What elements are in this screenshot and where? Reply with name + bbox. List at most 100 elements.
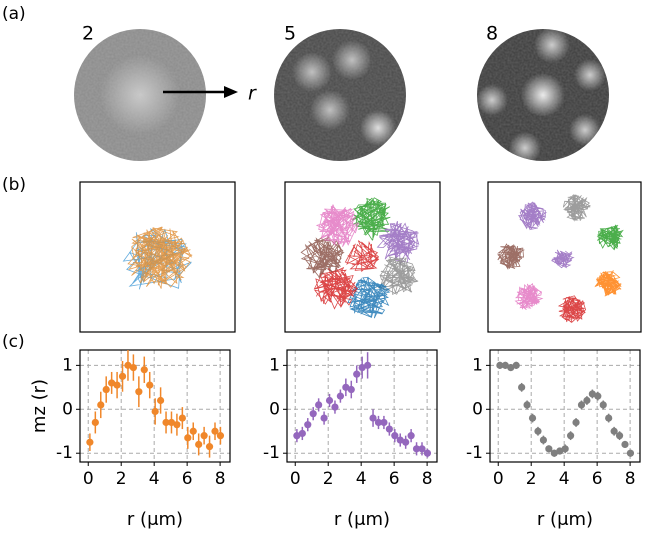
x-axis-label: r (μm) xyxy=(127,509,183,530)
data-point xyxy=(201,432,208,439)
data-point xyxy=(310,410,317,417)
data-point xyxy=(299,430,306,437)
data-point xyxy=(567,432,574,439)
x-tick-label: 0 xyxy=(290,469,301,489)
data-point xyxy=(364,362,371,369)
y-tick-label: 0 xyxy=(62,399,73,419)
x-tick-label: 8 xyxy=(422,469,433,489)
y-tick-label: 1 xyxy=(62,355,73,375)
data-point xyxy=(348,386,355,393)
data-point xyxy=(326,397,333,404)
data-point xyxy=(103,386,110,393)
data-point xyxy=(402,439,409,446)
trajectory xyxy=(498,244,524,269)
data-point xyxy=(621,441,628,448)
data-point xyxy=(157,397,164,404)
data-point xyxy=(97,401,104,408)
data-point xyxy=(92,419,99,426)
y-tick-label: 0 xyxy=(269,399,280,419)
data-point xyxy=(304,421,311,428)
y-tick-label: 1 xyxy=(472,355,483,375)
y-tick-label: -1 xyxy=(263,443,280,463)
y-tick-label: -1 xyxy=(466,443,483,463)
data-point xyxy=(195,441,202,448)
trajectory xyxy=(597,225,623,249)
trajectory xyxy=(552,250,574,268)
x-tick-label: 8 xyxy=(625,469,636,489)
data-point xyxy=(184,434,191,441)
data-point xyxy=(217,432,224,439)
image-label: 8 xyxy=(486,23,498,45)
data-point xyxy=(594,393,601,400)
data-point xyxy=(152,408,159,415)
y-axis-label: mz (r) xyxy=(29,379,50,433)
x-tick-label: 2 xyxy=(323,469,334,489)
y-tick-label: 0 xyxy=(472,399,483,419)
panel-label: (b) xyxy=(2,175,26,195)
x-tick-label: 2 xyxy=(116,469,127,489)
trajectory xyxy=(519,202,546,229)
x-axis-label: r (μm) xyxy=(537,509,593,530)
x-tick-label: 2 xyxy=(526,469,537,489)
x-tick-label: 8 xyxy=(215,469,226,489)
x-tick-label: 4 xyxy=(356,469,367,489)
data-point xyxy=(562,445,569,452)
data-point xyxy=(320,414,327,421)
y-tick-label: 1 xyxy=(269,355,280,375)
trajectory xyxy=(559,296,586,323)
image-label: 5 xyxy=(284,23,296,45)
x-axis-label: r (μm) xyxy=(334,509,390,530)
data-point xyxy=(583,397,590,404)
image xyxy=(70,25,210,165)
image-label: 2 xyxy=(82,23,94,45)
x-tick-label: 6 xyxy=(592,469,603,489)
x-tick-label: 6 xyxy=(182,469,193,489)
x-tick-label: 4 xyxy=(149,469,160,489)
data-point xyxy=(141,366,148,373)
data-point xyxy=(540,436,547,443)
trajectory xyxy=(563,195,590,221)
data-point xyxy=(386,425,393,432)
x-tick-label: 4 xyxy=(559,469,570,489)
data-point xyxy=(190,428,197,435)
x-tick-label: 0 xyxy=(493,469,504,489)
data-point xyxy=(616,432,623,439)
arrow-head xyxy=(224,86,238,98)
data-point xyxy=(179,414,186,421)
data-point xyxy=(380,419,387,426)
data-point xyxy=(605,414,612,421)
data-point xyxy=(353,371,360,378)
data-point xyxy=(135,388,142,395)
trajectory xyxy=(352,198,390,240)
data-point xyxy=(424,450,431,457)
trajectory xyxy=(516,284,543,310)
data-point xyxy=(146,382,153,389)
data-point xyxy=(523,401,530,408)
data-point xyxy=(513,362,520,369)
y-tick-label: -1 xyxy=(56,443,73,463)
data-point xyxy=(173,421,180,428)
trajectory xyxy=(345,241,379,272)
data-point xyxy=(627,450,634,457)
trajectory xyxy=(379,257,419,295)
data-point xyxy=(572,419,579,426)
data-point xyxy=(408,432,415,439)
data-point xyxy=(337,393,344,400)
data-point xyxy=(206,443,213,450)
x-tick-label: 6 xyxy=(389,469,400,489)
x-tick-label: 0 xyxy=(83,469,94,489)
panel-label: (c) xyxy=(2,332,25,352)
data-point xyxy=(86,439,93,446)
data-point xyxy=(130,364,137,371)
trajectory xyxy=(595,270,621,296)
data-point xyxy=(315,401,322,408)
image xyxy=(270,25,410,165)
data-point xyxy=(529,414,536,421)
trajectory xyxy=(378,221,419,264)
image xyxy=(473,25,613,165)
figure: (a) (b) (c) 2 5 8 r -10102468r (μm)mz (r… xyxy=(0,0,646,532)
trajectories xyxy=(124,195,623,323)
data-point xyxy=(113,382,120,389)
arrow-label: r xyxy=(248,83,257,105)
data-point xyxy=(534,428,541,435)
